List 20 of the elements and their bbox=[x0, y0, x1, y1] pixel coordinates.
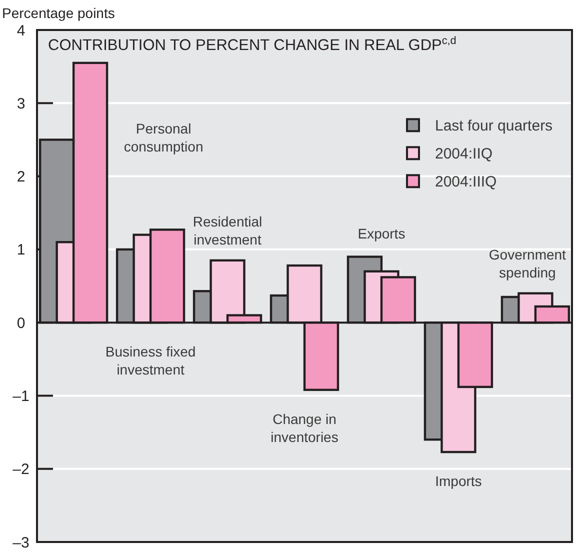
annotation: Imports bbox=[435, 473, 482, 490]
y-axis-title: Percentage points bbox=[2, 5, 115, 21]
legend-label: 2004:IIIQ bbox=[435, 173, 497, 190]
legend-label: 2004:IIQ bbox=[435, 145, 493, 162]
chart-title: CONTRIBUTION TO PERCENT CHANGE IN REAL GDP$^{c,d}$ bbox=[48, 35, 456, 54]
y-tick-label: 0 bbox=[16, 314, 26, 332]
annotation: Business fixed investment bbox=[105, 344, 196, 378]
y-tick-label: 2 bbox=[16, 168, 26, 186]
annotation: Change in inventories bbox=[270, 410, 338, 445]
annotation: Personal consumption bbox=[124, 120, 204, 154]
y-tick-label: 3 bbox=[16, 95, 26, 112]
annotation: Exports bbox=[358, 226, 406, 242]
y-tick-label: 4 bbox=[16, 22, 26, 40]
y-tick-label: –3 bbox=[12, 534, 30, 552]
y-tick-label: –1 bbox=[12, 388, 30, 405]
annotation: Residential investment bbox=[192, 213, 262, 248]
annotation: Government spending bbox=[488, 246, 566, 280]
y-tick-label: 1 bbox=[16, 242, 26, 259]
y-tick-label: –2 bbox=[12, 461, 30, 478]
legend-label: Last four quarters bbox=[435, 117, 553, 134]
